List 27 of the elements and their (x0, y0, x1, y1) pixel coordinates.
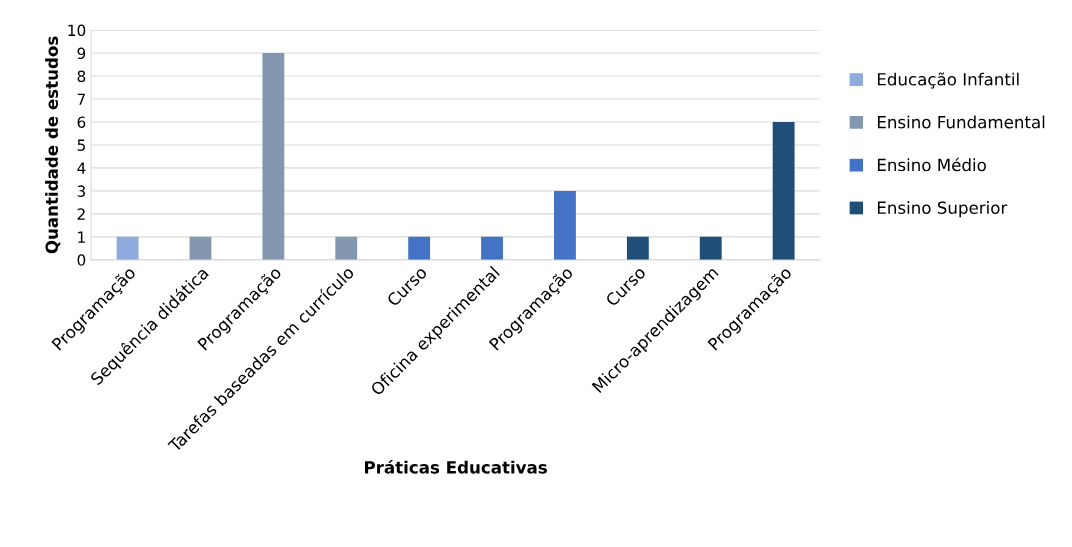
y-tick-label: 0 (77, 254, 86, 266)
y-tick-label: 7 (77, 93, 85, 105)
y-tick-label: 8 (77, 70, 86, 83)
legend-label: Educação Infantil (877, 72, 1019, 89)
bar (335, 236, 358, 260)
bar (116, 236, 139, 260)
x-axis-title: Práticas Educativas (365, 460, 547, 474)
bar (699, 236, 722, 260)
legend-label: Ensino Superior (877, 201, 1008, 218)
bar (554, 190, 576, 260)
bar (772, 121, 795, 260)
legend-label: Ensino Médio (877, 157, 986, 172)
bar (408, 236, 431, 260)
y-tick-label: 3 (77, 185, 86, 197)
y-tick-label: 4 (77, 162, 86, 174)
y-tick-label: 10 (68, 24, 86, 37)
y-tick-label: 6 (77, 116, 86, 128)
y-tick-label: 1 (78, 231, 85, 243)
y-tick-label: 5 (77, 139, 85, 151)
y-tick-label: 9 (77, 47, 86, 60)
bar (262, 53, 285, 260)
bar (189, 236, 212, 260)
y-axis-title: Quantidade de estudos (45, 36, 61, 254)
bar (481, 236, 503, 260)
bar (626, 236, 649, 260)
y-tick-label: 2 (77, 208, 85, 220)
legend-label: Ensino Fundamental (877, 115, 1045, 129)
